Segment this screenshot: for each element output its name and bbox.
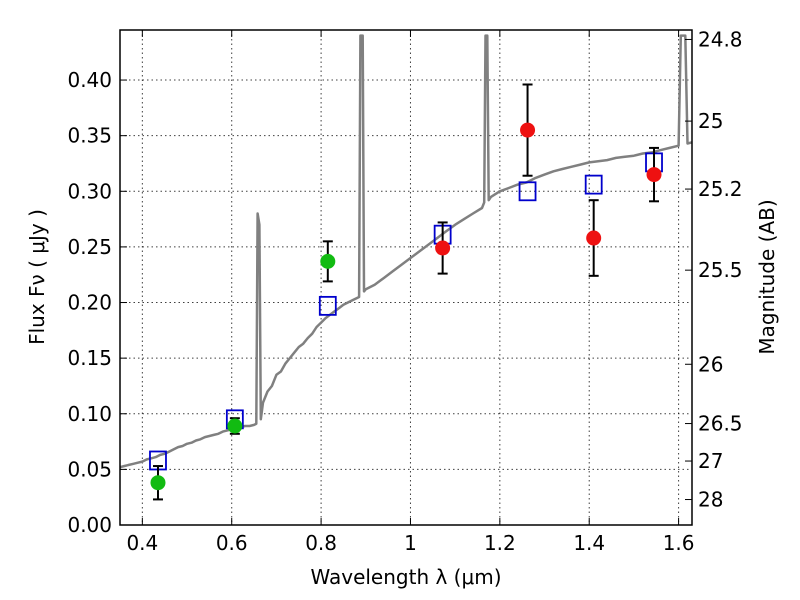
- right-tick-label: 27: [698, 449, 723, 473]
- right-axis-title: Magnitude (AB): [755, 199, 779, 354]
- right-tick-label: 25.5: [698, 258, 743, 282]
- model-flux-square: [584, 174, 603, 195]
- y-tick-label: 0.25: [67, 235, 112, 259]
- right-tick-label: 25: [698, 109, 723, 133]
- right-tick-label: 28: [698, 488, 723, 512]
- y-tick-label: 0.40: [67, 68, 112, 92]
- y-tick-label: 0.05: [67, 457, 112, 481]
- observed-flux-point: [435, 240, 451, 256]
- observed-flux-point: [227, 418, 243, 434]
- x-tick-label: 0.6: [216, 531, 248, 555]
- model-flux-square: [518, 181, 537, 202]
- ticks-layer: 0.4 0.6 0.8 1 1.2 1.4 1.6 0.00 0.05 0.10 0.15 0.20 0…: [67, 27, 742, 555]
- y-tick-label: 0.10: [67, 402, 112, 426]
- right-tick-label: 26: [698, 352, 723, 376]
- observed-flux-point: [586, 230, 602, 246]
- x-tick-label: 1.4: [573, 531, 605, 555]
- model-flux-square: [318, 295, 337, 316]
- y-axis-title: Flux Fν ( μJy ): [25, 209, 49, 345]
- right-tick-label: 26.5: [698, 412, 743, 436]
- x-axis-title: Wavelength λ (μm): [310, 565, 501, 589]
- spectrum-layer: [120, 34, 692, 469]
- x-tick-label: 0.4: [126, 531, 158, 555]
- observed-flux-point: [150, 475, 166, 491]
- y-tick-label: 0.35: [67, 124, 112, 148]
- y-tick-label: 0.15: [67, 346, 112, 370]
- x-tick-label: 1.2: [484, 531, 516, 555]
- observed-flux-point: [320, 253, 336, 269]
- y-tick-label: 0.20: [67, 291, 112, 315]
- plot-frame: [119, 29, 693, 526]
- observed-flux-point: [646, 167, 662, 183]
- y-tick-label: 0.00: [67, 513, 112, 537]
- x-tick-label: 0.8: [305, 531, 337, 555]
- grid: [120, 30, 692, 526]
- right-tick-label: 24.8: [698, 27, 743, 51]
- right-tick-label: 25.2: [698, 177, 743, 201]
- observed-flux-point: [520, 122, 536, 138]
- model-spectrum-line: [120, 34, 692, 469]
- marks-layer: [149, 83, 663, 501]
- x-tick-label: 1.6: [663, 531, 695, 555]
- y-tick-label: 0.30: [67, 179, 112, 203]
- x-tick-label: 1: [404, 531, 417, 555]
